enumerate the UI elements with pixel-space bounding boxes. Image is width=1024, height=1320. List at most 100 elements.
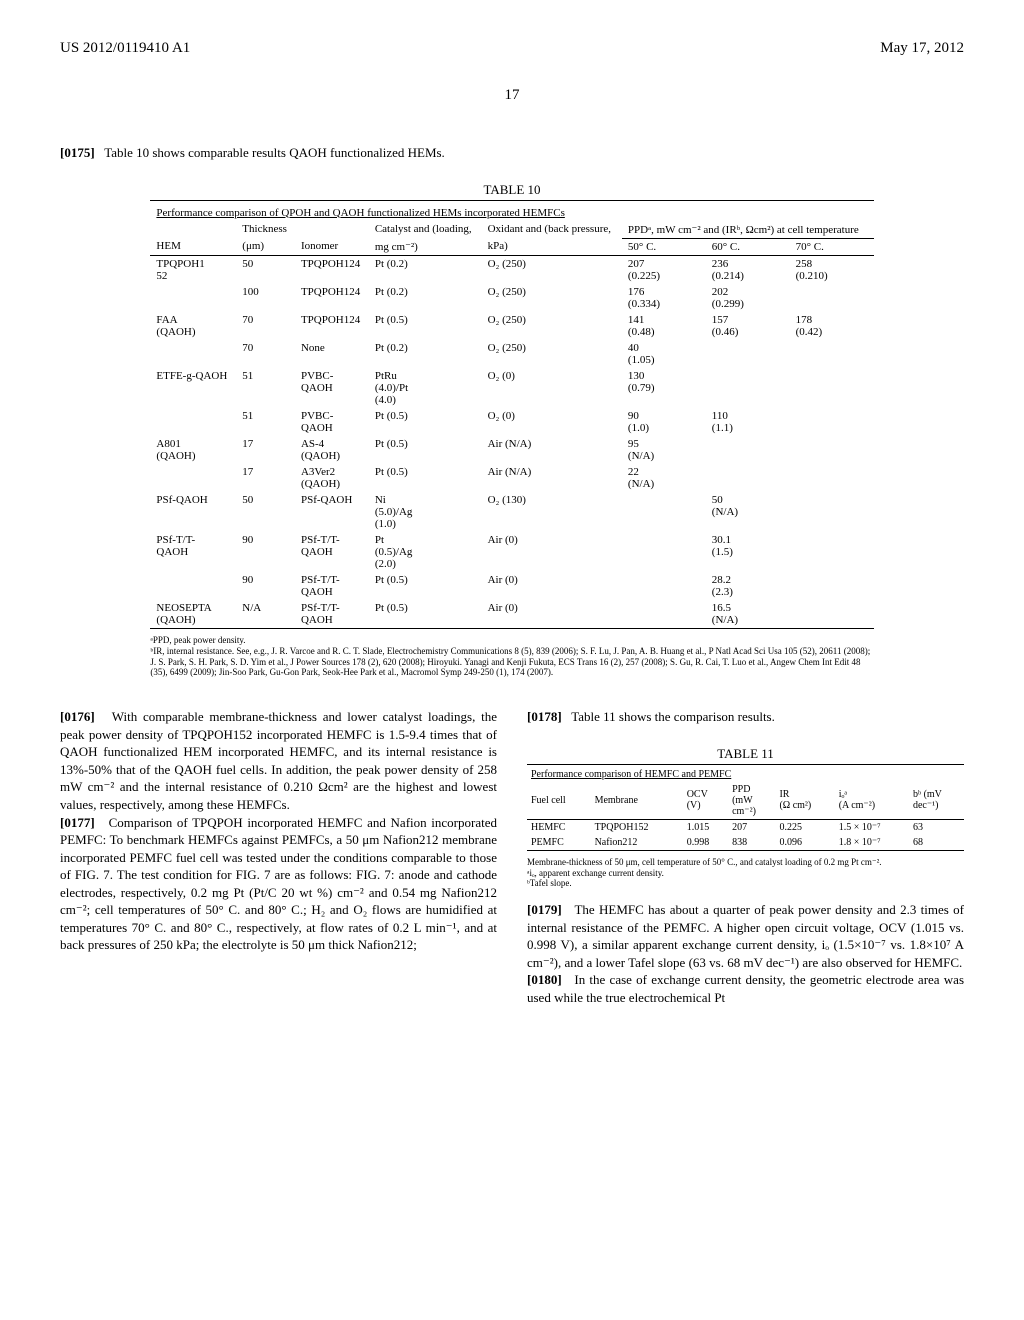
t11-c5: IR (Ω cm²) [775,782,834,820]
table-row: TPQPOH1 5250TPQPOH124Pt (0.2)O₂ (250)207… [150,256,873,285]
table-cell [622,492,706,532]
table-cell: PtRu (4.0)/Pt (4.0) [369,368,482,408]
para-text: Comparison of TPQPOH incorporated HEMFC … [60,815,497,953]
table-row: NEOSEPTA (QAOH)N/APSf-T/T- QAOHPt (0.5)A… [150,600,873,629]
para-num: [0179] [527,902,562,917]
table-cell: N/A [236,600,295,629]
table-cell: PSf-T/T- QAOH [150,532,236,572]
table-cell: 178 (0.42) [790,312,874,340]
table-cell [790,532,874,572]
table-cell [790,284,874,312]
table-cell: 100 [236,284,295,312]
table-cell [790,436,874,464]
table-cell: 63 [909,819,964,835]
table-row: PSf-T/T- QAOH90PSf-T/T- QAOHPt (0.5)/Ag … [150,532,873,572]
table-subtitle: Performance comparison of QPOH and QAOH … [150,200,873,221]
table-cell: PSf-T/T- QAOH [295,600,369,629]
table-cell: 90 (1.0) [622,408,706,436]
para-0178: [0178] Table 11 shows the comparison res… [527,708,964,726]
para-num: [0180] [527,972,562,987]
th-60c: 60° C. [706,238,790,256]
table-cell: 202 (0.299) [706,284,790,312]
table-cell: 51 [236,368,295,408]
table-cell [706,368,790,408]
table-cell: TPQPOH1 52 [150,256,236,285]
table-cell: 838 [728,835,775,851]
table-row: 17A3Ver2 (QAOH)Pt (0.5)Air (N/A)22 (N/A) [150,464,873,492]
table-cell: O₂ (250) [482,256,622,285]
table-cell: Air (N/A) [482,436,622,464]
table-cell: 16.5 (N/A) [706,600,790,629]
table-cell: 110 (1.1) [706,408,790,436]
table10-footnotes: ᵃPPD, peak power density. ᵇIR, internal … [150,635,873,678]
t11-foot-b: ᵇTafel slope. [527,878,964,889]
table-cell: PSf-T/T- QAOH [295,572,369,600]
table-cell: PVBC- QAOH [295,368,369,408]
th-mgcm: mg cm⁻²) [369,238,482,256]
table-cell: 157 (0.46) [706,312,790,340]
table-cell [790,572,874,600]
table-cell: 30.1 (1.5) [706,532,790,572]
table-cell [706,340,790,368]
table-cell [622,600,706,629]
para-0180: [0180] In the case of exchange current d… [527,971,964,1006]
para-num: [0177] [60,815,95,830]
table-row: A801 (QAOH)17AS-4 (QAOH)Pt (0.5)Air (N/A… [150,436,873,464]
table-cell: Pt (0.5) [369,312,482,340]
table-cell: 1.5 × 10⁻⁷ [835,819,909,835]
table-cell: 0.096 [775,835,834,851]
table-cell: 40 (1.05) [622,340,706,368]
table-cell [706,464,790,492]
th-thickness: Thickness [236,221,295,239]
table-cell: O₂ (130) [482,492,622,532]
table-cell: PSf-QAOH [150,492,236,532]
table11-footnotes: Membrane-thickness of 50 μm, cell temper… [527,857,964,889]
table-row: PSf-QAOH50PSf-QAOHNi (5.0)/Ag (1.0)O₂ (1… [150,492,873,532]
table-cell: Pt (0.5) [369,408,482,436]
table-cell: 0.225 [775,819,834,835]
t11-c4: PPD (mW cm⁻²) [728,782,775,820]
para-num: [0175] [60,145,95,160]
table-10: TABLE 10 Performance comparison of QPOH … [150,182,873,679]
th-ionomer: Ionomer [295,238,369,256]
table-cell: Pt (0.5) [369,572,482,600]
th-catalyst: Catalyst and (loading, [369,221,482,239]
para-0176: [0176] With comparable membrane-thicknes… [60,708,497,813]
two-column-body: [0176] With comparable membrane-thicknes… [60,708,964,1006]
table-row: 100TPQPOH124Pt (0.2)O₂ (250)176 (0.334)2… [150,284,873,312]
para-0177: [0177] Comparison of TPQPOH incorporated… [60,814,497,954]
table-cell: 1.015 [683,819,728,835]
table-cell [150,464,236,492]
para-text: In the case of exchange current density,… [527,972,964,1005]
table-cell [790,408,874,436]
table-cell: FAA (QAOH) [150,312,236,340]
table-cell: 258 (0.210) [790,256,874,285]
page-header: US 2012/0119410 A1 May 17, 2012 [60,40,964,57]
th-oxidant: Oxidant and (back pressure, [482,221,622,239]
table-11: TABLE 11 Performance comparison of HEMFC… [527,746,964,889]
table-cell: 17 [236,436,295,464]
t11-foot-a: ᵃiₒ, apparent exchange current density. [527,868,964,879]
table-cell [622,532,706,572]
table-cell: ETFE-g-QAOH [150,368,236,408]
table-cell: PSf-QAOH [295,492,369,532]
table-cell: TPQPOH124 [295,312,369,340]
table-cell: O₂ (250) [482,284,622,312]
table-cell [790,368,874,408]
table-cell: A801 (QAOH) [150,436,236,464]
table-cell: PSf-T/T- QAOH [295,532,369,572]
table-cell: 207 (0.225) [622,256,706,285]
table-cell: HEMFC [527,819,591,835]
table-cell: 1.8 × 10⁻⁷ [835,835,909,851]
table-cell: 68 [909,835,964,851]
table-row: ETFE-g-QAOH51PVBC- QAOHPtRu (4.0)/Pt (4.… [150,368,873,408]
table-cell: Air (0) [482,532,622,572]
table-cell: O₂ (0) [482,368,622,408]
table-cell: 51 [236,408,295,436]
table-cell: 50 (N/A) [706,492,790,532]
table-cell: None [295,340,369,368]
table-cell: 176 (0.334) [622,284,706,312]
table-cell: 0.998 [683,835,728,851]
table-cell: PEMFC [527,835,591,851]
table-cell: Pt (0.5)/Ag (2.0) [369,532,482,572]
